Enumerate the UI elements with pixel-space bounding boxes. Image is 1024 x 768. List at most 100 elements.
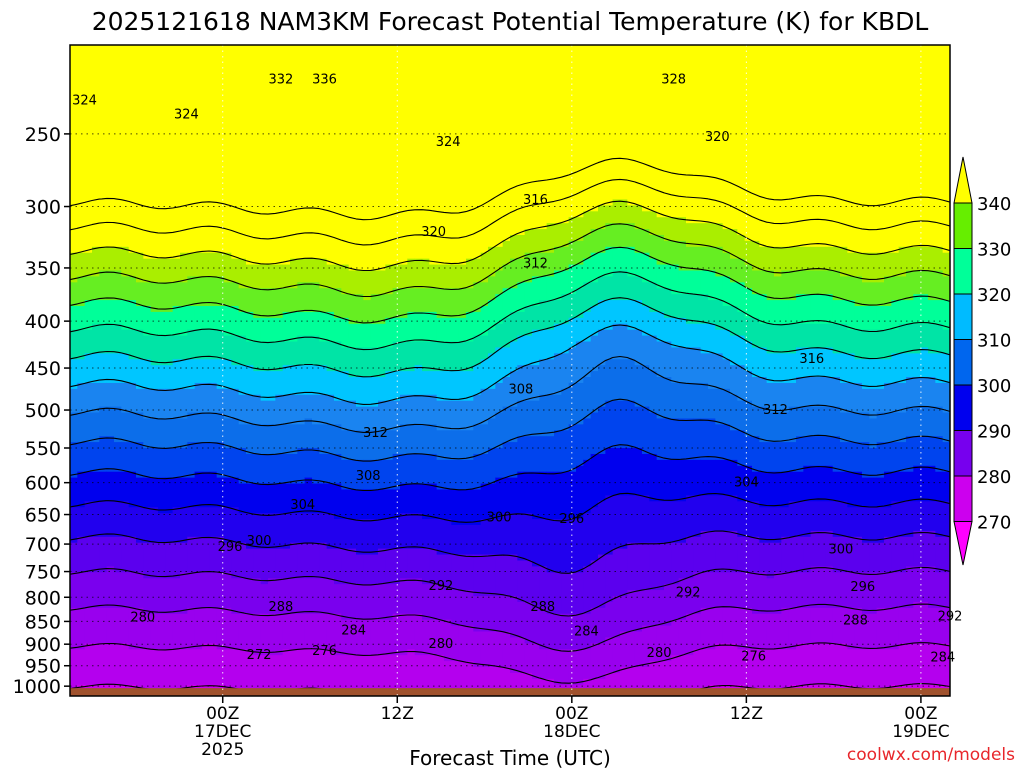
- theta-band-cell: [187, 506, 196, 537]
- theta-band-cell: [510, 406, 518, 443]
- contour-line-282: [70, 603, 950, 652]
- theta-band-cell: [598, 453, 606, 502]
- credit-text[interactable]: coolwx.com/models: [847, 745, 1015, 765]
- theta-band-cell: [840, 323, 848, 354]
- theta-band-cell: [722, 459, 731, 496]
- x-tick-label: 12Z: [381, 704, 414, 724]
- theta-band-cell: [92, 45, 100, 247]
- theta-band-cell: [231, 477, 240, 508]
- theta-band-cell: [810, 435, 819, 466]
- theta-band-cell: [341, 45, 350, 265]
- theta-band-cell: [803, 406, 812, 437]
- theta-band-cell: [180, 506, 188, 543]
- theta-band-cell: [590, 607, 599, 644]
- contour-label: 312: [523, 256, 548, 271]
- theta-band-cell: [700, 459, 709, 496]
- theta-band-cell: [77, 411, 86, 443]
- theta-band-cell: [766, 352, 775, 383]
- theta-band-cell: [70, 45, 78, 253]
- theta-band-cell: [392, 317, 401, 342]
- theta-band-cell: [385, 400, 394, 431]
- theta-band-cell: [840, 642, 848, 685]
- theta-band-cell: [913, 500, 922, 531]
- theta-band-cell: [282, 263, 291, 289]
- theta-band-cell: [539, 518, 548, 567]
- theta-band-cell: [429, 518, 438, 549]
- theta-band-cell: [143, 45, 152, 259]
- theta-band-cell: [664, 216, 672, 241]
- theta-band-cell: [260, 654, 269, 691]
- theta-band-cell: [400, 548, 408, 579]
- theta-band-cell: [818, 642, 826, 685]
- theta-band-cell: [246, 512, 254, 549]
- theta-band-cell: [92, 411, 100, 443]
- theta-band-cell: [319, 364, 328, 395]
- theta-band-cell: [634, 252, 643, 277]
- theta-band-cell: [554, 269, 562, 301]
- theta-band-cell: [114, 536, 122, 573]
- theta-band-cell: [898, 299, 907, 324]
- theta-band-cell: [304, 648, 313, 691]
- theta-band-cell: [803, 323, 812, 348]
- theta-band-cell: [84, 607, 93, 644]
- theta-band-cell: [297, 482, 306, 514]
- theta-band-cell: [627, 494, 636, 543]
- theta-band-cell: [876, 281, 885, 306]
- theta-band-cell: [231, 334, 240, 366]
- theta-band-cell: [231, 577, 240, 614]
- theta-band-cell: [744, 317, 753, 342]
- theta-band-cell: [341, 583, 350, 620]
- theta-band-cell: [436, 263, 445, 289]
- theta-band-cell: [546, 435, 555, 472]
- theta-band-cell: [788, 648, 797, 685]
- theta-band-cell: [407, 548, 416, 579]
- theta-band-cell: [253, 654, 262, 691]
- theta-band-cell: [194, 329, 203, 360]
- theta-band-cell: [238, 447, 247, 484]
- theta-band-cell: [363, 346, 372, 378]
- theta-band-cell: [84, 329, 93, 354]
- theta-band-cell: [436, 518, 445, 555]
- theta-band-cell: [664, 45, 672, 218]
- theta-band-cell: [312, 423, 320, 449]
- theta-band-cell: [810, 346, 819, 378]
- theta-band-cell: [620, 595, 628, 632]
- theta-band-cell: [671, 417, 680, 460]
- theta-band-cell: [290, 311, 298, 342]
- theta-band-cell: [70, 571, 78, 608]
- theta-band-cell: [913, 376, 922, 407]
- theta-band-cell: [620, 400, 628, 449]
- theta-band-cell: [876, 252, 885, 283]
- y-tick-label: 850: [25, 611, 61, 633]
- theta-band-cell: [290, 542, 298, 579]
- theta-band-cell: [224, 417, 232, 449]
- theta-band-cell: [510, 45, 518, 235]
- theta-band-cell: [781, 571, 790, 608]
- theta-band-cell: [576, 216, 584, 241]
- theta-band-cell: [466, 370, 474, 401]
- contour-label: 336: [312, 72, 337, 87]
- theta-band-cell: [400, 340, 408, 372]
- theta-band-cell: [891, 607, 900, 650]
- theta-band-cell: [612, 400, 621, 449]
- theta-band-cell: [620, 198, 628, 224]
- theta-band-cell: [517, 636, 526, 673]
- theta-band-cell: [737, 281, 746, 312]
- theta-band-cell: [495, 293, 504, 324]
- theta-band-cell: [847, 506, 856, 537]
- theta-band-cell: [407, 258, 416, 289]
- theta-band-cell: [253, 453, 262, 484]
- theta-band-cell: [832, 376, 841, 407]
- theta-band-cell: [715, 530, 724, 573]
- theta-band-cell: [517, 435, 526, 472]
- theta-band-cell: [678, 269, 687, 295]
- theta-band-cell: [114, 382, 122, 407]
- theta-band-cell: [759, 471, 768, 508]
- theta-band-cell: [106, 269, 115, 301]
- theta-band-cell: [510, 672, 518, 696]
- theta-band-cell: [121, 246, 130, 277]
- theta-band-cell: [546, 252, 555, 277]
- theta-band-cell: [466, 624, 474, 662]
- theta-band-cell: [539, 329, 548, 360]
- theta-band-cell: [671, 459, 680, 502]
